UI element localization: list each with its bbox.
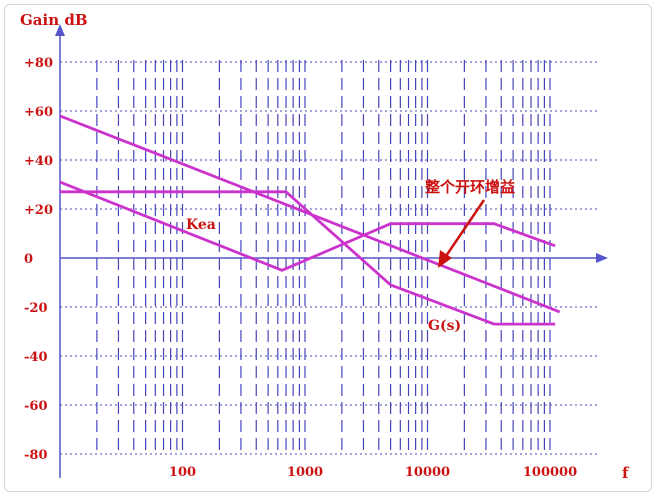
y-axis-arrow [55,24,65,36]
grid [60,60,600,455]
x-axis-title: f [622,464,630,482]
x-tick-label: 100 [169,465,196,480]
series-line-lower-v [59,180,556,272]
gs-label: G(s) [428,318,461,334]
kea-label: Kea [186,217,216,233]
y-tick-label: -40 [24,350,48,365]
y-tick-label: 0 [24,252,33,267]
annotation-arrow [438,199,486,268]
y-tick-label: -80 [24,448,48,463]
series-line-kea [60,190,556,326]
tick-labels: +80 +60 +40 +20 0 -20 -40 -60 -80 100 1000 10000 100… [24,56,577,480]
x-tick-label: 1000 [287,465,323,480]
axes [55,24,608,478]
series [59,114,561,326]
y-tick-label: +20 [24,203,53,218]
y-tick-label: -60 [24,399,48,414]
x-tick-label: 10000 [405,465,450,480]
y-tick-label: +80 [24,56,53,71]
y-tick-label: +60 [24,105,53,120]
open-loop-gain-label: 整个开环增益 [425,178,515,196]
y-axis-title: Gain dB [20,11,88,29]
y-tick-label: +40 [24,154,53,169]
y-tick-label: -20 [24,301,48,316]
x-axis-arrow [596,253,608,263]
x-tick-label: 100000 [523,465,577,480]
